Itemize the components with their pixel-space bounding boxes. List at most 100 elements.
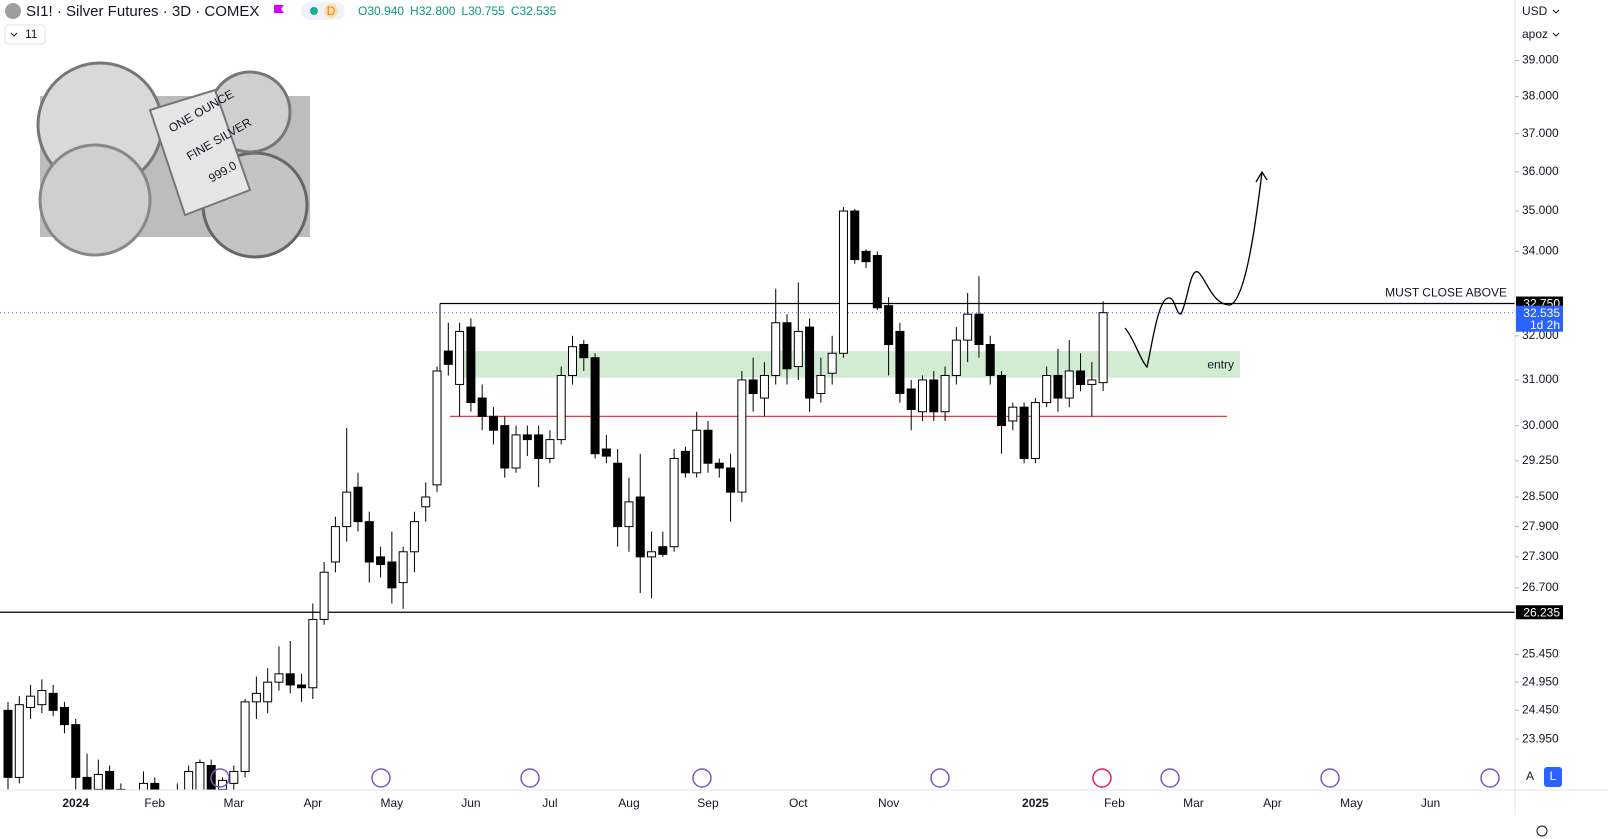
candle-body [1019, 406, 1029, 459]
status-pill [301, 2, 345, 20]
candle-body [861, 250, 871, 263]
candle-body [590, 357, 600, 455]
candle-body [568, 346, 577, 376]
candle-body [421, 496, 431, 508]
candle-body [319, 571, 329, 620]
candle-body [398, 551, 408, 584]
candle-body [737, 379, 747, 493]
x-tick-label: 2025 [1022, 796, 1049, 810]
candle-body [342, 491, 352, 528]
y-tick-label: 23.950 [1522, 731, 1559, 745]
ohlc-value: C32.535 [511, 4, 557, 18]
candle-body [48, 692, 58, 711]
candle-body [906, 388, 916, 410]
candle-body [895, 330, 905, 394]
candle-body [297, 684, 307, 689]
plot-area [0, 207, 1515, 790]
candle-body [940, 374, 950, 413]
projection-drawing [1124, 170, 1268, 369]
candle-body [184, 770, 194, 790]
candle-body [613, 462, 623, 528]
candle-body [748, 379, 758, 394]
candle-body [1008, 406, 1018, 422]
chevron [1552, 32, 1560, 37]
last-price-label: 32.535 [1523, 306, 1560, 320]
x-tick-label: Oct [789, 796, 808, 810]
x-tick-label: Jun [461, 796, 480, 810]
ohlc-value: H32.800 [410, 4, 456, 18]
indicator-toggle[interactable] [4, 24, 46, 45]
chevron [10, 32, 18, 37]
zone-label: entry [1207, 358, 1234, 372]
chevron [1552, 9, 1560, 14]
y-tick-label: 31.000 [1522, 372, 1559, 386]
candle-body [37, 690, 47, 706]
candle-body [1042, 374, 1052, 404]
candle-body [240, 701, 250, 772]
symbol-title[interactable]: SI1! · Silver Futures · 3D · COMEX [26, 3, 259, 20]
y-tick-label: 27.300 [1522, 549, 1559, 563]
x-tick-label: Nov [878, 796, 899, 810]
candle-body [805, 326, 815, 399]
log-scale-button-bg[interactable] [1544, 767, 1562, 787]
log-scale-button[interactable]: L [1550, 769, 1557, 783]
settings-icon[interactable] [1536, 825, 1548, 837]
candle-body [488, 415, 498, 431]
level-note: MUST CLOSE ABOVE [1385, 286, 1507, 300]
candle-body [432, 370, 442, 486]
candle-body [534, 434, 544, 459]
candle-body [601, 448, 611, 457]
candle-body [308, 618, 318, 689]
candle-body [251, 692, 261, 703]
candle-body [917, 379, 927, 413]
candle-body [647, 551, 657, 558]
candle-body [635, 496, 645, 558]
candle-body [692, 429, 702, 474]
x-tick-label: Apr [303, 796, 322, 810]
y-tick-label: 37.000 [1522, 126, 1559, 140]
candle-body [793, 330, 803, 368]
currency[interactable]: USD [1522, 4, 1548, 18]
candle-body [263, 681, 273, 703]
candle-body [759, 374, 769, 399]
candle-body [545, 439, 555, 459]
candle-body [455, 330, 465, 385]
x-tick-label: Mar [223, 796, 244, 810]
badge-bg [324, 4, 338, 18]
flag-icon[interactable] [274, 5, 284, 13]
x-tick-label: Feb [144, 796, 165, 810]
candle-body [93, 773, 103, 790]
x-tick-label: 2024 [62, 796, 89, 810]
candle-body [387, 561, 397, 589]
candle-body [579, 343, 589, 359]
candle-body [827, 352, 837, 374]
indicator-count[interactable]: 11 [25, 27, 38, 41]
candle-body [703, 429, 713, 464]
picture: ONE OUNCE FINE SILVER 999.0 [36, 61, 310, 259]
candle-body [71, 724, 81, 778]
x-tick-label: May [1340, 796, 1363, 810]
candle-body [274, 673, 284, 683]
candle-body [82, 776, 92, 790]
status-dot [310, 7, 318, 15]
candle-body [364, 521, 374, 563]
candle-body [658, 546, 668, 555]
ohlc-value: O30.940 [358, 4, 404, 18]
candle-body [229, 770, 239, 784]
user[interactable]: apoz [1522, 27, 1548, 41]
badge: D [327, 4, 336, 18]
candle-body [872, 254, 882, 309]
candle-body [409, 521, 419, 553]
y-tick-label: 28.500 [1522, 489, 1559, 503]
x-tick-label: Feb [1104, 796, 1125, 810]
candle-body [522, 434, 532, 441]
auto-scale-button[interactable]: A [1526, 769, 1534, 783]
candle-body [884, 305, 894, 345]
candle-body [285, 673, 295, 686]
candle-body [466, 326, 476, 404]
y-tick-label: 24.450 [1522, 703, 1559, 717]
candle-body [997, 374, 1007, 427]
candle-body [1064, 370, 1074, 399]
candle-body [974, 313, 984, 345]
candle-body [680, 450, 690, 474]
